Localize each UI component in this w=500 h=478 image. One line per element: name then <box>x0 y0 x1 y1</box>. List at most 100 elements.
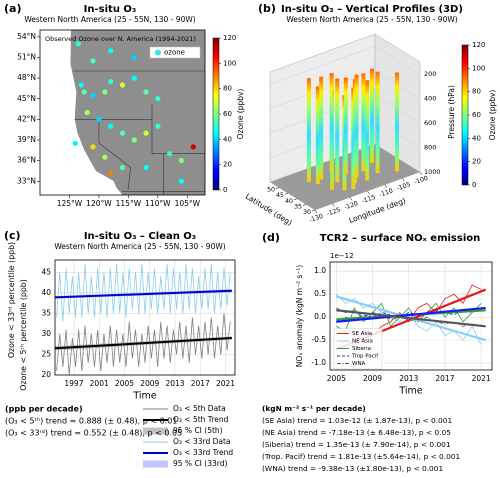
panel-label: (a) <box>4 2 21 15</box>
x-tick-label: 2017 <box>435 374 454 383</box>
y-tick-label: 45°N <box>17 94 36 103</box>
z-axis-label: Pressure (hPa) <box>447 85 456 139</box>
ozone-profile <box>319 76 324 180</box>
ozone-point <box>96 116 102 122</box>
plot-frame <box>54 259 236 376</box>
y-tick-label: 1.0 <box>314 266 326 275</box>
y-tick-label: -1.0 <box>311 358 326 367</box>
x-tick <box>402 178 405 182</box>
ozone-point <box>108 48 114 54</box>
y-tick <box>311 209 316 212</box>
colorbar <box>461 44 469 186</box>
grid-line <box>269 70 421 109</box>
ozone-point <box>90 92 96 98</box>
x-tick <box>384 184 388 188</box>
y-tick-label: -0.5 <box>311 335 326 344</box>
colorbar-tick-label: 0 <box>472 181 476 189</box>
chart-title: In-situ O₃ <box>84 4 137 15</box>
x-tick-label: 2017 <box>191 379 210 388</box>
chart-subtitle: Western North America (25 - 55N, 130 - 9… <box>24 15 195 24</box>
y-tick-label: 40 <box>285 198 293 205</box>
grid-line <box>269 143 421 183</box>
x-tick-label: -120 <box>343 200 359 211</box>
ozone-profile <box>370 68 374 163</box>
ozone-point <box>143 89 149 95</box>
y-axis-label: Ozone < 5ᵗʰ percentile (ppb) <box>19 279 28 391</box>
x-tick-label: 2013 <box>165 379 184 388</box>
y-tick-label: 48°N <box>17 73 36 82</box>
ozone-point <box>131 75 137 81</box>
grid-line <box>269 119 421 158</box>
colorbar-tick-label: 80 <box>223 85 232 93</box>
ozone-point <box>131 54 137 61</box>
map-frame <box>39 29 206 196</box>
y-tick <box>275 187 280 189</box>
ozone-point <box>119 130 126 136</box>
ozone-point <box>102 154 108 160</box>
y-tick-label: 40 <box>41 288 51 297</box>
ozone-point <box>190 144 196 150</box>
colorbar-tick-label: 60 <box>223 110 232 118</box>
x-tick-label: 2009 <box>140 379 159 388</box>
note: (O₃ < 33ʳᵈ) trend = 0.552 (± 0.48), p < … <box>5 429 182 438</box>
ozone-profile <box>329 73 334 173</box>
ozone-point <box>178 158 185 164</box>
y-tick-label: 0.5 <box>314 289 326 298</box>
colorbar <box>212 37 220 191</box>
colorbar-tick-label: 20 <box>472 158 481 166</box>
colorbar-tick-label: 100 <box>472 64 485 72</box>
ozone-point <box>155 96 161 102</box>
x-tick-label: -105 <box>396 181 412 192</box>
y-axis-label: Ozone < 33ʳᵈ percentile (ppb) <box>7 242 16 358</box>
y-tick-label: 45 <box>41 267 51 276</box>
x-tick-label: -100 <box>413 175 429 186</box>
plot-frame <box>329 261 493 371</box>
data-line <box>336 307 482 323</box>
ozone-point <box>108 123 114 129</box>
x-tick-label: 2009 <box>363 374 382 383</box>
x-tick-label: 125°W <box>57 199 83 208</box>
ozone-point <box>131 137 137 143</box>
x-tick-label: 2001 <box>90 379 109 388</box>
ozone-point <box>72 140 78 147</box>
note: (ppb per decade) <box>5 405 83 414</box>
z-tick-label: 400 <box>424 95 436 103</box>
legend-label: WNA <box>352 361 366 367</box>
y-tick-label: 36°N <box>17 156 36 165</box>
note: (WNA) trend = -9.38e-13 (±1.80e-13), p <… <box>262 464 443 473</box>
ozone-point <box>178 178 185 184</box>
border <box>98 119 132 191</box>
x-axis-label: Time <box>132 391 156 402</box>
y-axis-label: NOₓ anomaly (kgN m⁻² s⁻¹) <box>295 265 304 368</box>
colorbar-tick-label: 40 <box>223 135 232 143</box>
colorbar-tick-label: 20 <box>223 161 232 169</box>
legend-label: O₃ < 5th Data <box>173 404 226 413</box>
y-tick-label: 25 <box>41 349 51 358</box>
border <box>151 105 205 154</box>
note: (SE Asia) trend = 1.03e-12 (± 1.87e-13),… <box>262 416 452 425</box>
ozone-profile <box>375 71 380 174</box>
trend-line <box>54 289 232 299</box>
ozone-point <box>108 78 114 85</box>
ozone-point <box>75 41 81 47</box>
ozone-point <box>102 89 108 95</box>
ozone-point <box>90 144 96 150</box>
z-tick-label: 200 <box>424 70 436 78</box>
x-tick-label: 120°W <box>86 199 112 208</box>
x-tick-label: -125 <box>326 206 342 217</box>
y-tick-label: 35 <box>294 203 302 210</box>
y-tick <box>302 204 307 206</box>
y-tick-label: 50 <box>267 187 275 194</box>
y-tick-label: 45 <box>276 192 284 199</box>
legend-label: SE Asia <box>352 331 372 337</box>
ozone-profile <box>395 72 399 172</box>
colorbar-tick-label: 120 <box>223 34 236 42</box>
legend-label: 95 % CI (5th) <box>173 426 223 435</box>
borders <box>73 70 205 195</box>
x-tick <box>332 203 335 207</box>
scale-label: 1e−12 <box>330 252 354 260</box>
legend-label: O₃ < 5th Trend <box>173 415 229 424</box>
note: (Trop. Pacif) trend = 1.81e-13 (±5.64e-1… <box>262 452 460 461</box>
x-tick <box>367 190 370 195</box>
